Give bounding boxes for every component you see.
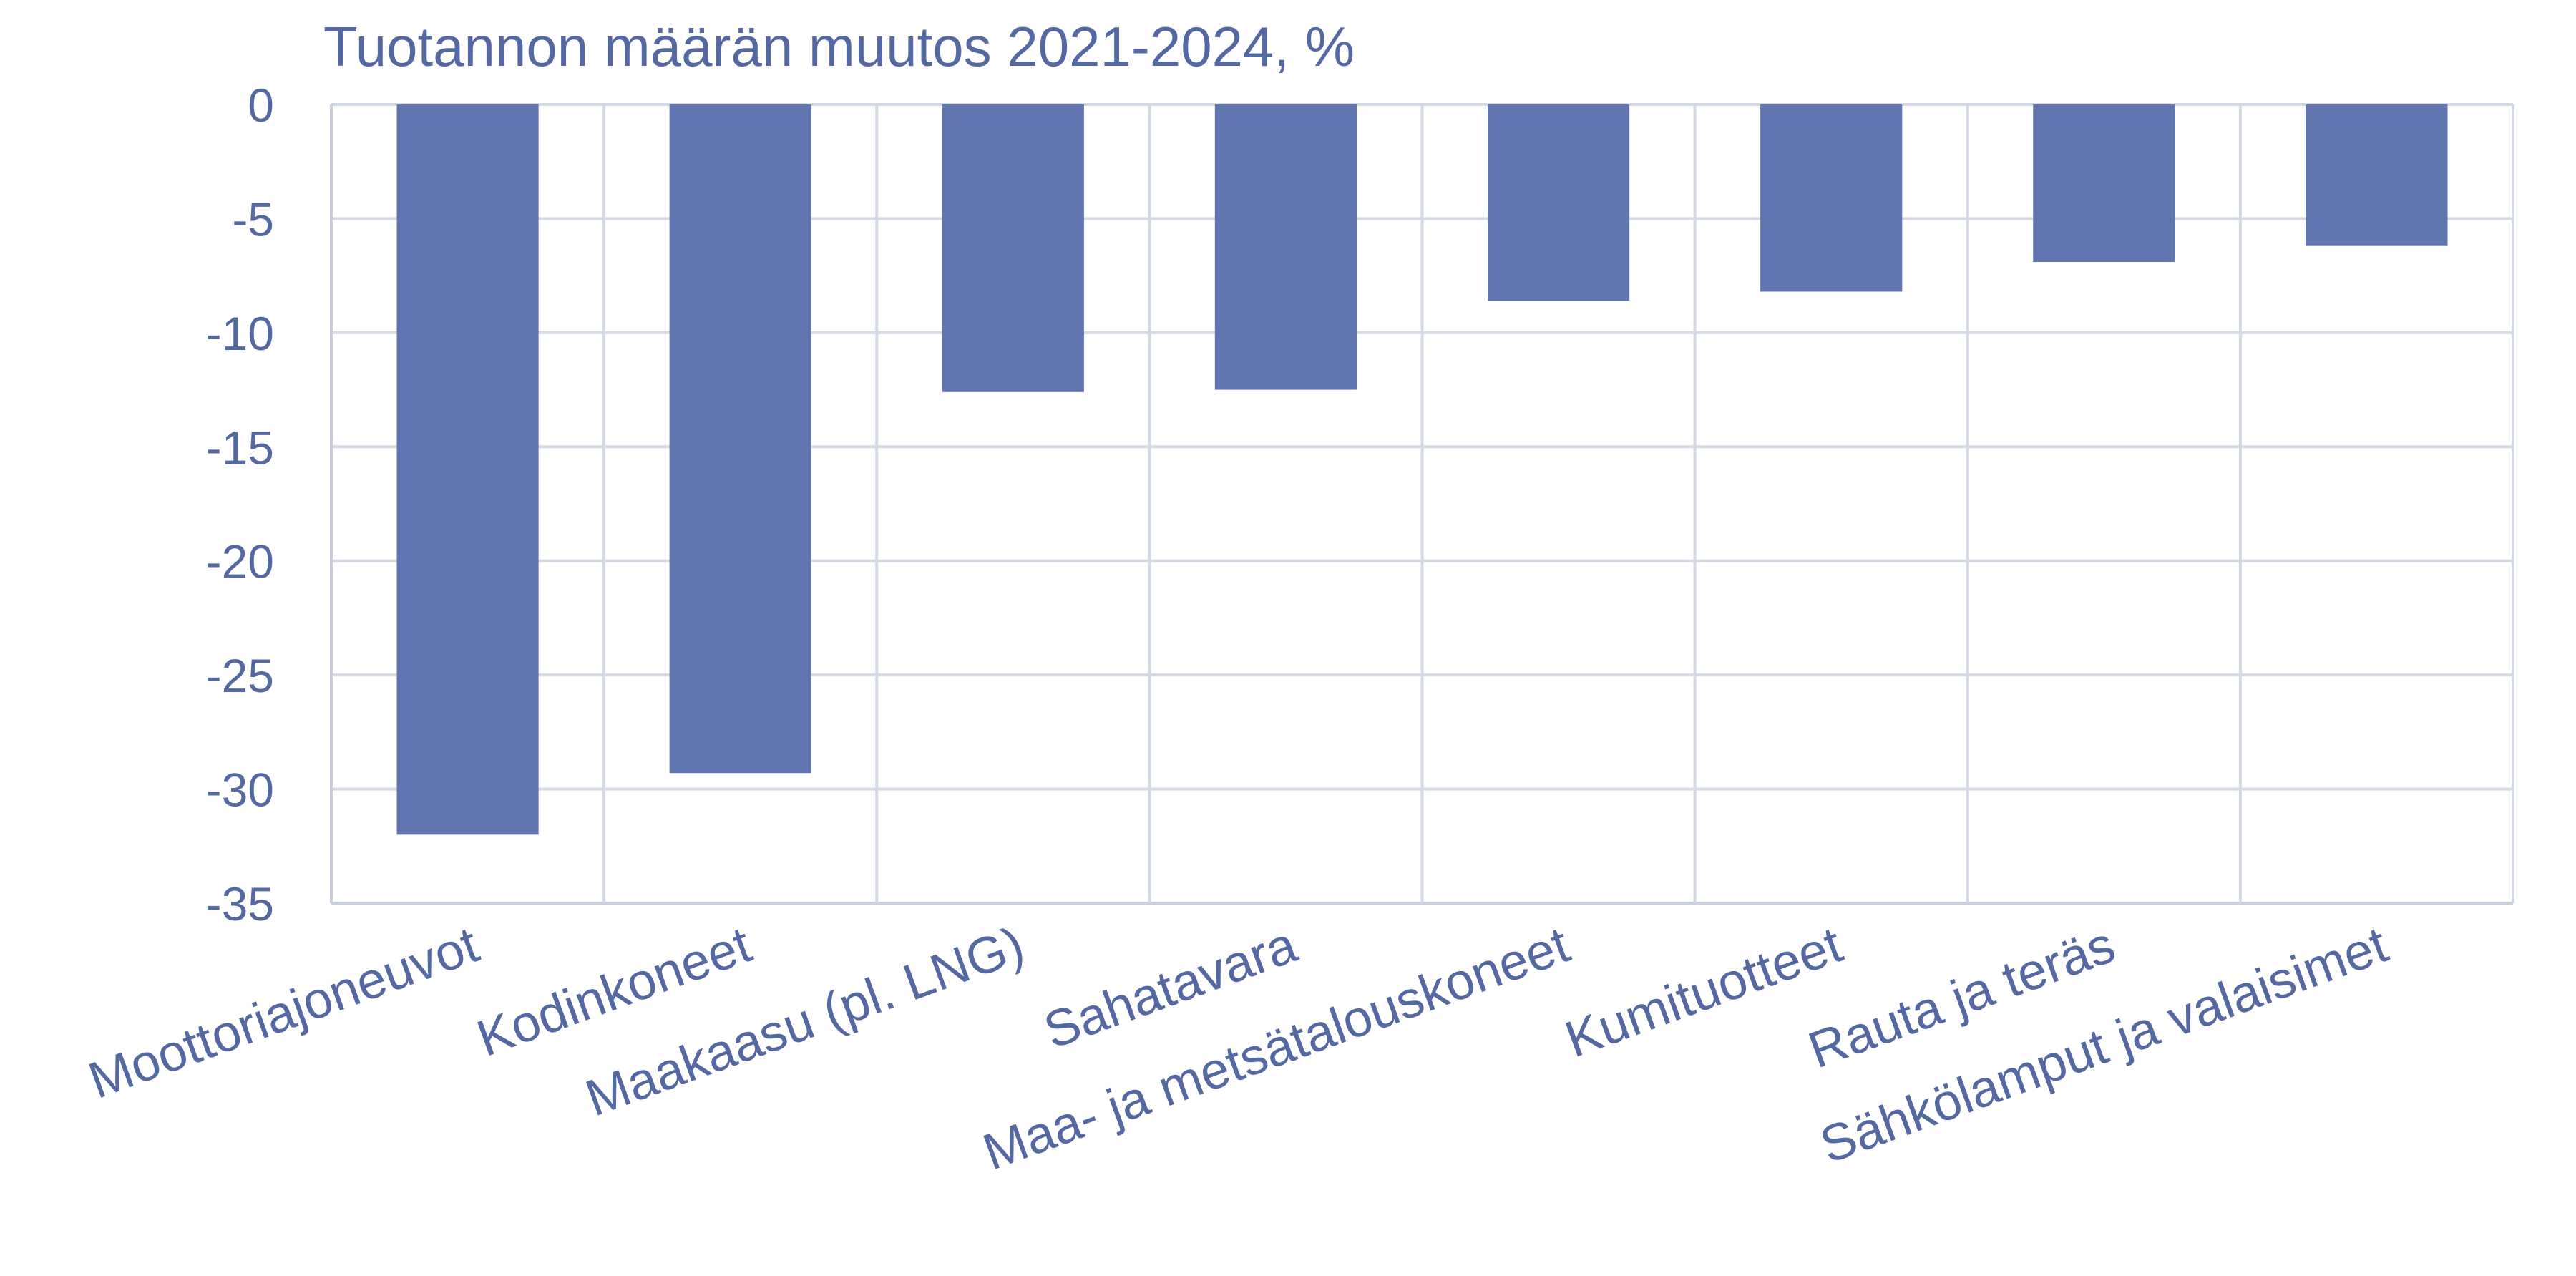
x-tick-label: Kumituotteet bbox=[1558, 916, 1849, 1068]
y-tick-label: -30 bbox=[206, 764, 274, 817]
y-tick-label: -5 bbox=[232, 193, 274, 245]
gridlines bbox=[330, 103, 2514, 905]
y-tick-label: -25 bbox=[206, 649, 274, 702]
bar bbox=[669, 104, 811, 774]
y-tick-label: -20 bbox=[206, 535, 274, 588]
bar bbox=[1214, 104, 1357, 390]
bar bbox=[2033, 104, 2175, 263]
bars bbox=[396, 104, 2448, 835]
bar bbox=[396, 104, 539, 835]
x-tick-label: Moottoriajoneuvot bbox=[82, 916, 486, 1110]
bar bbox=[1760, 104, 1903, 292]
y-tick-label: -35 bbox=[206, 877, 274, 930]
bar bbox=[942, 104, 1084, 392]
bar bbox=[1487, 104, 1630, 301]
bar bbox=[2306, 104, 2448, 246]
y-tick-label: -15 bbox=[206, 421, 274, 474]
chart-title: Tuotannon määrän muutos 2021-2024, % bbox=[323, 15, 1355, 78]
y-tick-label: -10 bbox=[206, 307, 274, 360]
y-axis-tick-labels: 0 -5 -10 -15 -20 -25 -30 -35 bbox=[206, 79, 274, 930]
x-tick-label: Maakaasu (pl. LNG) bbox=[579, 916, 1032, 1128]
y-tick-label: 0 bbox=[248, 79, 274, 132]
